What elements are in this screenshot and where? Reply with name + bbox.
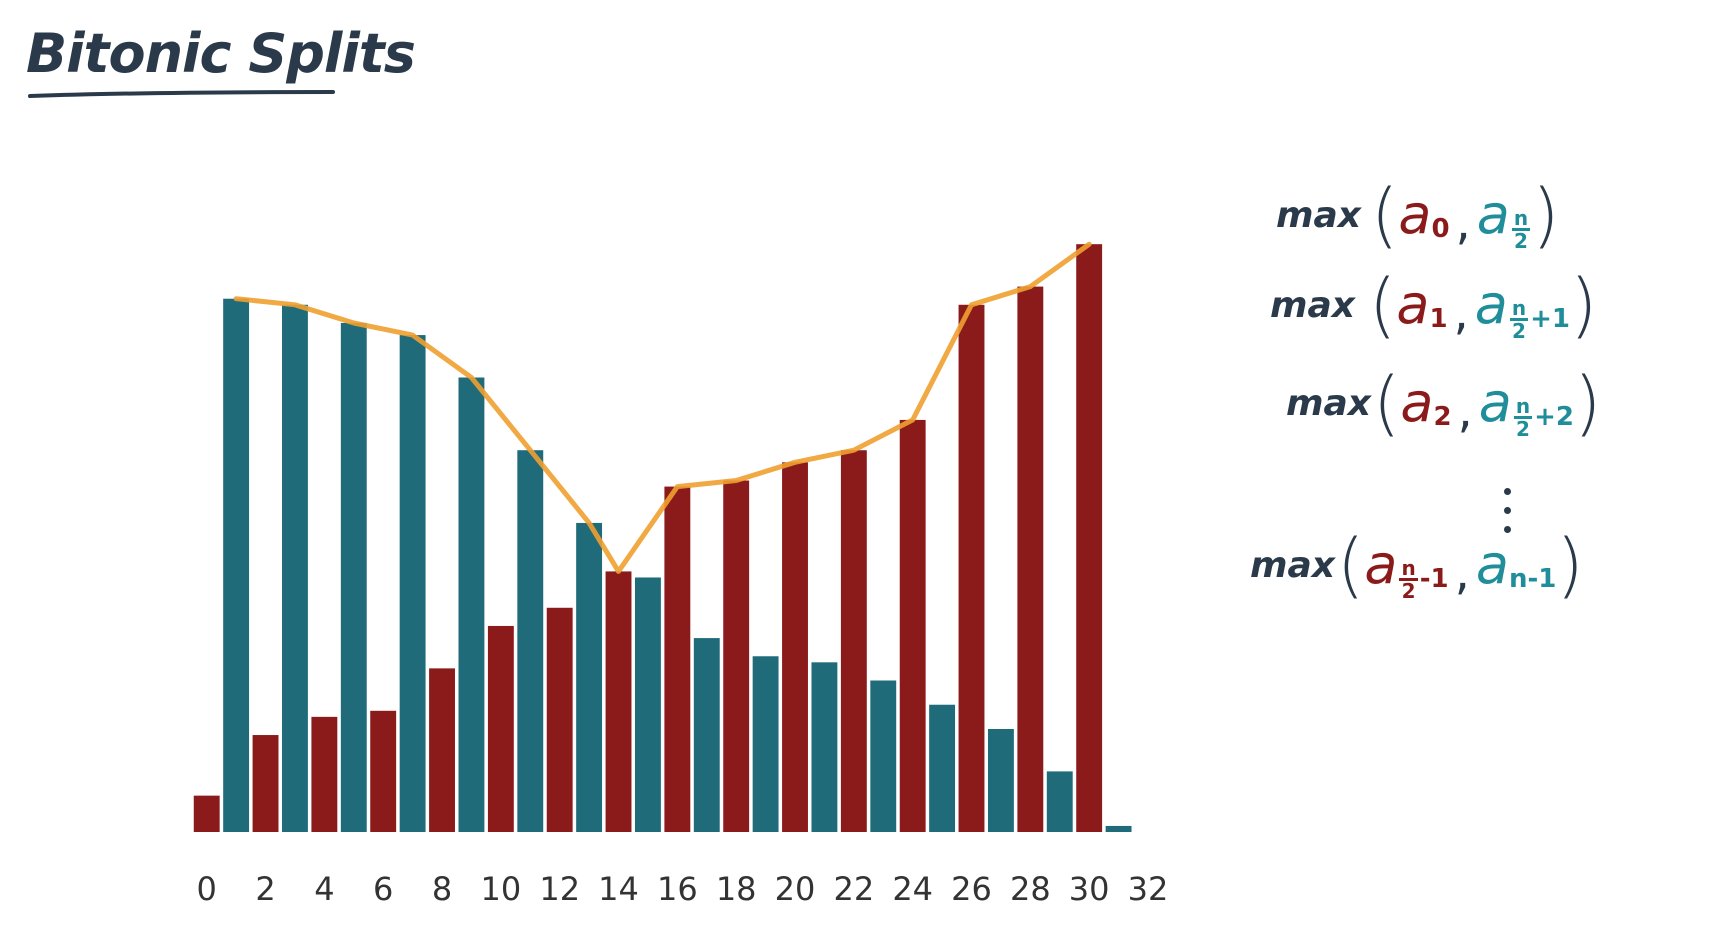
x-tick-label: 16: [657, 870, 698, 908]
x-tick-label: 4: [314, 870, 334, 908]
left-operand: a: [1398, 183, 1432, 246]
vertical-ellipsis: [1504, 488, 1512, 548]
comma: ,: [1453, 285, 1469, 341]
bar-s0-24: [899, 419, 926, 832]
x-tick-label: 32: [1128, 870, 1169, 908]
x-tick-label: 2: [255, 870, 275, 908]
max-label: max: [1276, 194, 1362, 236]
bar-s0-14: [605, 571, 632, 832]
x-tick-label: 18: [716, 870, 757, 908]
title-underline: [28, 90, 335, 98]
x-tick-label: 20: [775, 870, 816, 908]
bar-s1-13: [576, 522, 603, 832]
right-subscript: n-1: [1508, 564, 1557, 594]
right-operand: a: [1475, 533, 1509, 596]
bar-s0-30: [1076, 244, 1103, 832]
bar-s1-23: [870, 680, 897, 832]
bar-s1-25: [929, 704, 956, 832]
bar-s1-19: [752, 656, 779, 832]
left-subscript: 1: [1429, 304, 1448, 334]
bar-s0-0: [193, 795, 220, 832]
bar-s0-16: [664, 486, 691, 832]
bar-s1-21: [811, 662, 838, 832]
bar-s0-8: [429, 668, 455, 832]
x-tick-label: 0: [197, 870, 217, 908]
close-paren: ): [1556, 524, 1584, 606]
right-operand: a: [1478, 371, 1512, 434]
bar-s1-7: [399, 335, 426, 832]
close-paren: ): [1532, 174, 1560, 256]
bar-s1-27: [987, 728, 1014, 832]
bar-s0-10: [487, 625, 514, 832]
right-operand: a: [1476, 183, 1510, 246]
bar-s1-11: [517, 450, 544, 832]
bar-s0-26: [958, 304, 985, 832]
bar-s0-20: [782, 462, 808, 832]
x-tick-label: 22: [833, 870, 874, 908]
bar-s0-2: [252, 735, 279, 832]
x-tick-label: 24: [892, 870, 933, 908]
x-tick-label: 8: [432, 870, 452, 908]
bar-s1-1: [223, 298, 250, 833]
right-operand: a: [1474, 273, 1508, 336]
bar-s1-31: [1105, 825, 1132, 832]
x-tick-label: 14: [598, 870, 639, 908]
bar-s0-22: [840, 450, 867, 832]
left-operand: a: [1400, 371, 1434, 434]
bar-s0-12: [546, 607, 573, 832]
x-tick-label: 28: [1010, 870, 1051, 908]
bar-s0-6: [370, 710, 397, 832]
x-tick-label: 30: [1069, 870, 1110, 908]
x-tick-label: 12: [539, 870, 580, 908]
comma: ,: [1455, 195, 1471, 251]
left-operand: a: [1364, 533, 1398, 596]
x-tick-label: 10: [481, 870, 522, 908]
max-label: max: [1250, 544, 1336, 586]
max-label: max: [1286, 382, 1372, 424]
open-paren: (: [1373, 362, 1401, 444]
bar-s1-3: [282, 304, 308, 832]
comma: ,: [1457, 383, 1473, 439]
bar-s0-28: [1017, 286, 1044, 833]
open-paren: (: [1337, 524, 1365, 606]
left-subscript: 2: [1433, 402, 1452, 432]
bar-s1-9: [458, 377, 485, 832]
bar-s1-5: [340, 322, 367, 832]
bar-s1-29: [1046, 771, 1073, 832]
close-paren: ): [1574, 362, 1602, 444]
bitonic-bar-chart: 0 2 4 6 8 10 12 14 16 18 20 22 24 26 28 30 32: [193, 241, 1169, 908]
max-label: max: [1270, 284, 1356, 326]
left-operand: a: [1396, 273, 1430, 336]
x-tick-label: 6: [373, 870, 393, 908]
left-subscript: 0: [1431, 214, 1450, 244]
x-tick-label: 26: [951, 870, 992, 908]
open-paren: (: [1369, 264, 1397, 346]
page-title: Bitonic Splits: [26, 22, 416, 85]
bar-s0-4: [311, 716, 338, 832]
bar-s1-17: [693, 638, 720, 832]
max-line: [233, 241, 1092, 574]
bar-s1-15: [634, 577, 661, 832]
close-paren: ): [1570, 264, 1598, 346]
comma: ,: [1454, 545, 1470, 601]
open-paren: (: [1371, 174, 1399, 256]
bar-s0-18: [723, 480, 750, 832]
